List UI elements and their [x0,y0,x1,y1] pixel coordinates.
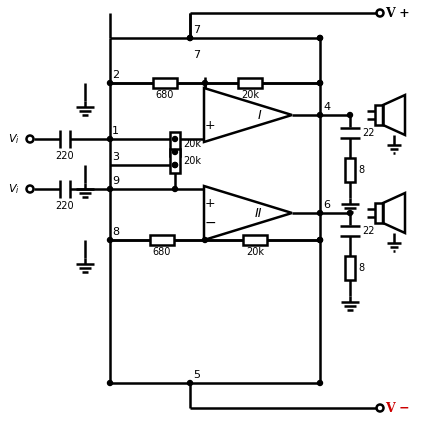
Circle shape [347,113,353,118]
Text: 220: 220 [55,201,74,211]
Text: 20k: 20k [246,247,264,257]
Text: V −: V − [385,401,409,415]
Circle shape [187,381,193,385]
Text: $V_i$: $V_i$ [8,182,20,196]
Bar [153,78,177,88]
Text: 22: 22 [362,128,375,138]
Circle shape [108,137,112,142]
Text: 8: 8 [358,263,364,273]
Bar [243,235,267,245]
Circle shape [108,80,112,85]
Text: 8: 8 [112,227,119,237]
Circle shape [187,36,193,41]
Text: 5: 5 [193,370,200,380]
Bar [375,203,383,223]
Text: II: II [254,206,262,220]
Circle shape [318,237,323,242]
Text: 22: 22 [362,226,375,236]
Circle shape [318,113,323,118]
Text: I: I [258,109,262,121]
Text: 7: 7 [193,50,200,60]
Text: +: + [205,197,215,209]
Circle shape [187,36,193,41]
Bar [375,105,383,125]
Text: −: − [204,216,216,230]
Text: 20k: 20k [183,139,201,149]
Text: 4: 4 [323,102,330,112]
Circle shape [318,36,323,41]
Bar [170,149,180,173]
Text: 9: 9 [112,176,119,186]
Circle shape [347,211,353,215]
Circle shape [173,187,177,192]
Text: V +: V + [385,6,410,19]
Circle shape [173,149,177,154]
Circle shape [318,80,323,85]
Circle shape [108,187,112,192]
Circle shape [108,237,112,242]
Bar [238,78,262,88]
Bar [150,235,174,245]
Circle shape [202,80,208,85]
Circle shape [173,162,177,168]
Circle shape [318,381,323,385]
Circle shape [108,381,112,385]
Text: 2: 2 [112,70,119,80]
Bar [170,132,180,156]
Text: +: + [205,118,215,132]
Text: 680: 680 [153,247,171,257]
Text: 8: 8 [358,165,364,175]
Text: 1: 1 [112,126,119,136]
Text: 20k: 20k [183,156,201,166]
Circle shape [318,237,323,242]
Circle shape [318,36,323,41]
Text: 7: 7 [193,25,200,35]
Text: 220: 220 [55,151,74,161]
Circle shape [318,211,323,215]
Text: 6: 6 [323,200,330,210]
Text: 20k: 20k [241,90,259,100]
Circle shape [318,80,323,85]
Bar [345,256,355,280]
Text: $V_i$: $V_i$ [8,132,20,146]
Circle shape [202,237,208,242]
Circle shape [173,137,177,142]
Bar [345,158,355,182]
Circle shape [173,162,177,168]
Text: 680: 680 [156,90,174,100]
Text: 3: 3 [112,152,119,162]
